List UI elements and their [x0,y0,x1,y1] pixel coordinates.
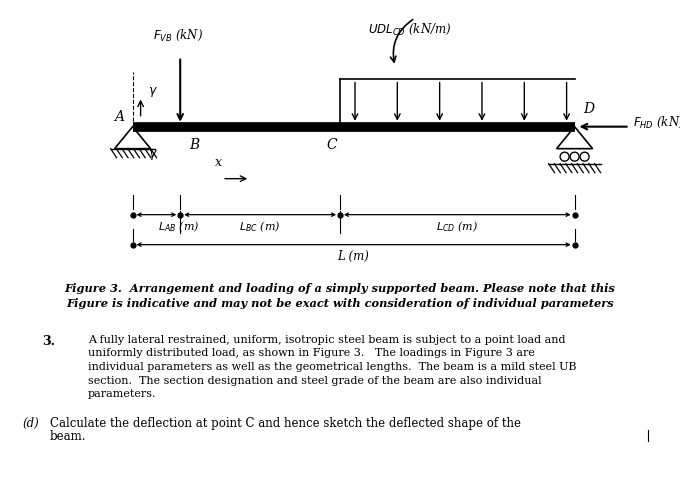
Text: C: C [326,138,337,152]
Text: beam.: beam. [50,431,86,444]
Text: 3.: 3. [42,335,55,348]
Text: $\gamma$: $\gamma$ [148,148,158,162]
Text: Figure is indicative and may not be exact with consideration of individual param: Figure is indicative and may not be exac… [66,298,614,309]
Text: individual parameters as well as the geometrical lengths.  The beam is a mild st: individual parameters as well as the geo… [88,362,577,372]
Text: $L_{BC}$ (m): $L_{BC}$ (m) [239,220,281,234]
Text: D: D [583,102,594,116]
Text: B: B [189,138,199,152]
Text: x: x [215,156,222,169]
Text: $F_{HD}$ (kN): $F_{HD}$ (kN) [632,115,680,130]
Text: $F_{VB}$ (kN): $F_{VB}$ (kN) [153,27,203,43]
Text: Calculate the deflection at point C and hence sketch the deflected shape of the: Calculate the deflection at point C and … [50,416,521,430]
Text: $UDL_{CD}$ (kN/m): $UDL_{CD}$ (kN/m) [369,22,452,37]
Text: L (m): L (m) [338,250,369,263]
Text: $\gamma$: $\gamma$ [148,85,158,98]
Text: A fully lateral restrained, uniform, isotropic steel beam is subject to a point : A fully lateral restrained, uniform, iso… [88,335,566,345]
Text: (d): (d) [22,416,39,430]
Text: section.  The section designation and steel grade of the beam are also individua: section. The section designation and ste… [88,376,542,385]
Text: A: A [114,109,124,124]
Text: uniformly distributed load, as shown in Figure 3.   The loadings in Figure 3 are: uniformly distributed load, as shown in … [88,348,535,358]
Text: $L_{CD}$ (m): $L_{CD}$ (m) [436,220,479,234]
Text: parameters.: parameters. [88,389,156,399]
Text: Figure 3.  Arrangement and loading of a simply supported beam. Please note that : Figure 3. Arrangement and loading of a s… [65,283,615,294]
Text: $L_{AB}$ (m): $L_{AB}$ (m) [158,220,200,234]
